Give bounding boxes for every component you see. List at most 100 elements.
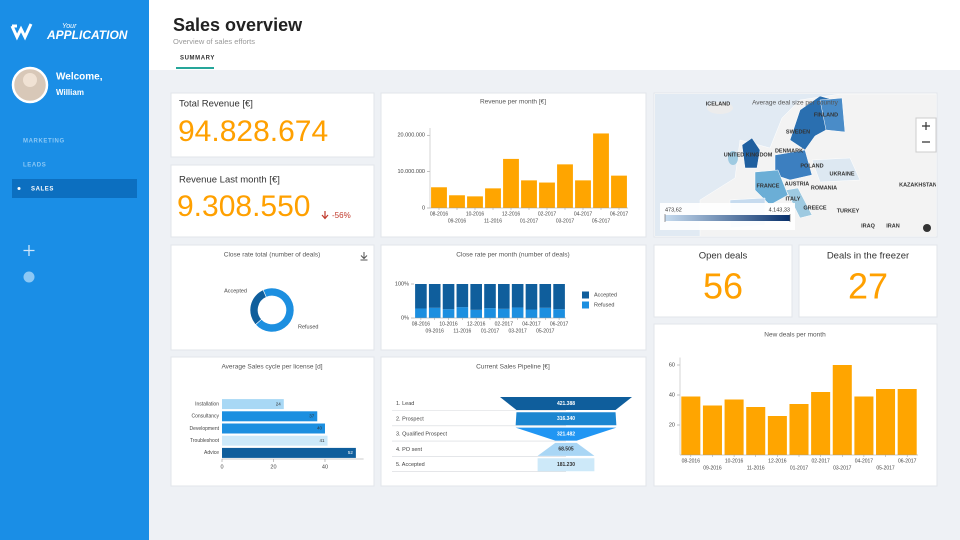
x-tick-label: 0	[220, 464, 223, 470]
bar-segment	[415, 284, 427, 309]
x-tick-label: 03-2017	[833, 465, 852, 471]
country	[741, 137, 761, 169]
country-label: TURKEY	[837, 208, 860, 214]
menu-item[interactable]: MARKETING	[23, 139, 65, 145]
kpi-value: 27	[848, 266, 888, 307]
x-tick-label: 11-2016	[453, 328, 471, 334]
card	[170, 164, 375, 238]
user-name: William	[56, 88, 84, 97]
country-label: POLAND	[800, 163, 823, 169]
country-label: ITALY	[786, 196, 801, 202]
help-button[interactable]	[23, 271, 35, 283]
logo-icon	[10, 23, 33, 41]
add-button[interactable]	[23, 245, 35, 256]
funnel-stage	[537, 442, 595, 456]
x-tick-label: 01-2017	[481, 328, 500, 334]
tab[interactable]: SUMMARY	[180, 56, 215, 62]
bar	[593, 133, 609, 208]
bar-segment	[553, 284, 565, 310]
category-label: Development	[190, 426, 220, 432]
bar-segment	[456, 307, 469, 318]
x-tick-label: 04-2017	[522, 321, 541, 327]
funnel-stage	[500, 397, 632, 410]
value-label: 68.505	[558, 447, 574, 453]
bar-segment	[428, 307, 441, 318]
card	[170, 356, 375, 487]
menu-item[interactable]: LEADS	[23, 163, 46, 169]
bar-segment	[525, 309, 538, 318]
bar-segment	[415, 308, 427, 318]
legend-label: 4.143,33	[769, 207, 790, 213]
logo-small: Your	[62, 23, 77, 30]
bar	[702, 405, 722, 455]
x-tick-label: 12-2016	[467, 321, 486, 327]
card	[170, 92, 375, 158]
x-tick-label: 03-2017	[508, 328, 527, 334]
bar-segment	[498, 284, 510, 309]
value-label: 321.482	[557, 431, 575, 437]
bar	[832, 365, 852, 455]
country-label: UKRAINE	[829, 171, 854, 177]
x-tick-label: 02-2017	[495, 321, 514, 327]
x-tick-label: 10-2016	[466, 211, 485, 217]
bar	[557, 164, 573, 208]
country-label: ICELAND	[706, 101, 730, 107]
bar	[767, 416, 787, 455]
bar	[811, 392, 831, 455]
x-tick-label: 08-2016	[682, 458, 701, 464]
kpi-label: Deals in the freezer	[827, 251, 909, 262]
country	[785, 187, 813, 219]
menu-item[interactable]: SALES	[31, 187, 54, 193]
value-label: 181.230	[557, 462, 575, 468]
country-label: IRAQ	[861, 223, 875, 229]
y-tick-label: 40	[669, 392, 675, 398]
bar-segment	[511, 307, 524, 318]
x-tick-label: 04-2017	[855, 458, 874, 464]
menu-active[interactable]	[12, 179, 137, 198]
legend-swatch	[582, 301, 589, 309]
country-label: UNITED KINGDOM	[724, 152, 773, 158]
chart-title: Average deal size per country	[752, 100, 839, 107]
bar	[485, 188, 501, 208]
bar-segment	[428, 284, 441, 308]
country-label: ROMANIA	[811, 185, 837, 191]
bar	[854, 396, 874, 455]
value-label: 24	[276, 401, 282, 406]
info-icon[interactable]	[923, 224, 931, 232]
x-tick-label: 08-2016	[430, 211, 449, 217]
bar	[431, 187, 447, 208]
bar	[222, 447, 356, 458]
x-tick-label: 20	[270, 464, 276, 470]
bar	[222, 411, 318, 422]
zoom-control[interactable]	[915, 117, 937, 153]
bar-segment	[456, 284, 469, 308]
chart-title: Close rate total (number of deals)	[224, 252, 320, 259]
card	[653, 244, 793, 318]
bar-segment	[470, 309, 482, 318]
chart-title: Close rate per month (number of deals)	[456, 252, 569, 259]
stage-label: 2. Prospect	[396, 416, 424, 422]
stage-label: 4. PO sent	[396, 447, 422, 453]
bar-segment	[539, 307, 552, 318]
x-tick-label: 03-2017	[556, 218, 575, 224]
card	[798, 244, 938, 318]
value-label: 41	[320, 438, 326, 443]
category-label: Advice	[204, 450, 219, 456]
bar	[575, 180, 591, 208]
kpi-label: Revenue Last month [€]	[179, 175, 280, 186]
x-tick-label: 05-2017	[592, 218, 611, 224]
y-tick-label: 100%	[395, 281, 409, 287]
x-tick-label: 11-2016	[484, 218, 502, 224]
x-tick-label: 12-2016	[768, 458, 787, 464]
bar	[222, 423, 325, 434]
country-label: SWEDEN	[786, 129, 810, 135]
category-label: Installation	[195, 401, 219, 407]
bar	[503, 158, 519, 208]
bar-segment	[511, 284, 524, 308]
bar	[222, 399, 284, 410]
funnel-stage	[537, 458, 595, 472]
x-tick-label: 04-2017	[574, 211, 593, 217]
download-icon[interactable]	[360, 252, 368, 261]
x-tick-label: 09-2016	[703, 465, 722, 471]
x-tick-label: 06-2017	[610, 211, 629, 217]
